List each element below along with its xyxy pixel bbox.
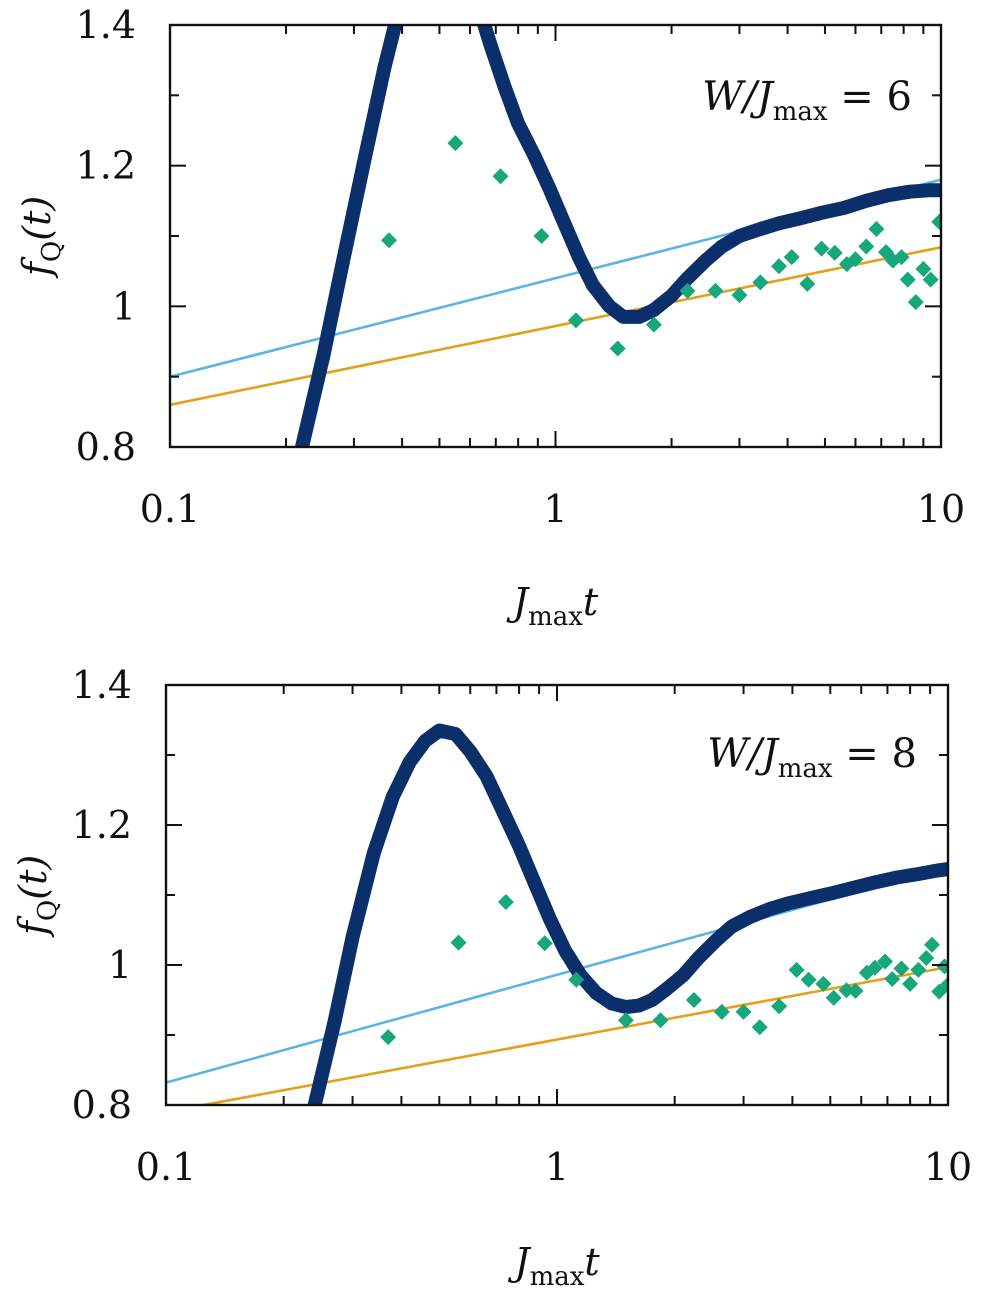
data-point-marker (450, 934, 467, 951)
ticks-top (168, 23, 943, 449)
data-point-marker (783, 249, 800, 266)
data-point-marker (940, 976, 948, 993)
data-point-marker (899, 271, 916, 288)
panel-top: 0.1 1 10 0.8 1 1.2 1.4 Jmaxt fQ(t) W/Jmax = 6 (15, 3, 965, 632)
disorder-annotation: W/Jmax = 6 (702, 74, 912, 127)
data-point-marker (380, 1029, 397, 1046)
data-point-marker (923, 936, 940, 953)
data-point-marker (800, 971, 817, 988)
x-tick-label: 10 (924, 1145, 972, 1189)
data-point-marker (771, 258, 788, 275)
y-tick-label: 1 (112, 284, 136, 328)
data-point-marker (752, 274, 769, 291)
data-point-marker (858, 238, 875, 255)
data-point-marker (492, 168, 509, 185)
data-point-marker (381, 232, 398, 249)
x-tick-label: 0.1 (140, 487, 200, 531)
data-point-marker (847, 251, 864, 268)
data-point-marker (910, 961, 927, 978)
data-point-marker (884, 971, 901, 987)
data-point-marker (609, 340, 626, 357)
labels-bottom: 0.1 1 10 0.8 1 1.2 1.4 Jmaxt fQ(t) W/Jmax = 8 (11, 663, 972, 1292)
data-point-marker (645, 316, 662, 333)
data-point-marker (652, 1012, 669, 1029)
data-point-marker (876, 953, 893, 970)
y-tick-label: 1.4 (72, 663, 132, 707)
data-point-marker (497, 894, 514, 910)
fit-lower-line (196, 965, 948, 1105)
data-point-marker (788, 961, 805, 978)
data-point-marker (568, 971, 585, 988)
data-point-marker (866, 959, 883, 976)
plot-frame (168, 23, 943, 449)
data-point-marker (617, 1012, 634, 1029)
y-tick-label: 1 (108, 943, 132, 987)
data-point-marker (936, 958, 948, 975)
data-point-marker (735, 1003, 752, 1020)
y-tick-label: 0.8 (72, 1083, 132, 1127)
data-point-marker (826, 244, 843, 261)
numerical-curve (295, 25, 941, 447)
data-point-marker (825, 989, 842, 1006)
data-point-marker (679, 282, 696, 299)
data-point-marker (707, 282, 724, 299)
data-point-marker (838, 982, 855, 999)
data-point-marker (533, 228, 550, 244)
data-point-marker (813, 240, 830, 257)
data-point-marker (922, 271, 939, 288)
data-point-marker (447, 135, 464, 152)
plot-area-bottom (166, 723, 948, 1105)
y-axis-label: fQ(t) (11, 855, 63, 938)
data-point-marker (902, 975, 919, 992)
labels-top: 0.1 1 10 0.8 1 1.2 1.4 Jmaxt fQ(t) W/Jmax = 6 (15, 3, 965, 632)
data-point-marker (815, 975, 832, 992)
x-axis-label: Jmaxt (506, 580, 599, 632)
y-tick-label: 1.4 (76, 3, 136, 47)
data-point-marker (713, 1003, 730, 1020)
data-point-marker (893, 249, 910, 266)
data-point-marker (685, 992, 702, 1008)
data-point-marker (893, 960, 910, 977)
data-point-marker (799, 275, 816, 292)
data-point-marker (931, 213, 941, 230)
data-point-marker (868, 220, 885, 237)
plot-area-top (170, 25, 941, 447)
data-point-marker (771, 998, 788, 1015)
x-tick-label: 1 (545, 1145, 569, 1189)
fit-lower-line (170, 246, 941, 407)
y-tick-label: 1.2 (72, 803, 132, 847)
ticks-bottom (164, 683, 950, 1107)
data-point-marker (536, 935, 553, 952)
data-point-marker (847, 982, 864, 999)
data-point-marker (751, 1019, 768, 1036)
data-point-marker (918, 950, 935, 966)
data-point-marker (731, 287, 748, 304)
panel-bottom: 0.1 1 10 0.8 1 1.2 1.4 Jmaxt fQ(t) W/Jmax = 8 (11, 663, 972, 1292)
x-axis-label: Jmaxt (507, 1240, 600, 1292)
y-tick-label: 0.8 (76, 425, 136, 469)
disorder-annotation: W/Jmax = 8 (707, 731, 917, 784)
data-point-marker (567, 312, 584, 329)
x-tick-label: 1 (543, 487, 567, 531)
y-tick-label: 1.2 (76, 144, 136, 188)
x-tick-label: 10 (917, 487, 965, 531)
y-axis-label: fQ(t) (15, 196, 67, 279)
data-point-marker (907, 294, 924, 311)
numerical-curve (307, 723, 948, 1105)
x-tick-label: 0.1 (136, 1145, 196, 1189)
data-point-marker (915, 261, 932, 278)
